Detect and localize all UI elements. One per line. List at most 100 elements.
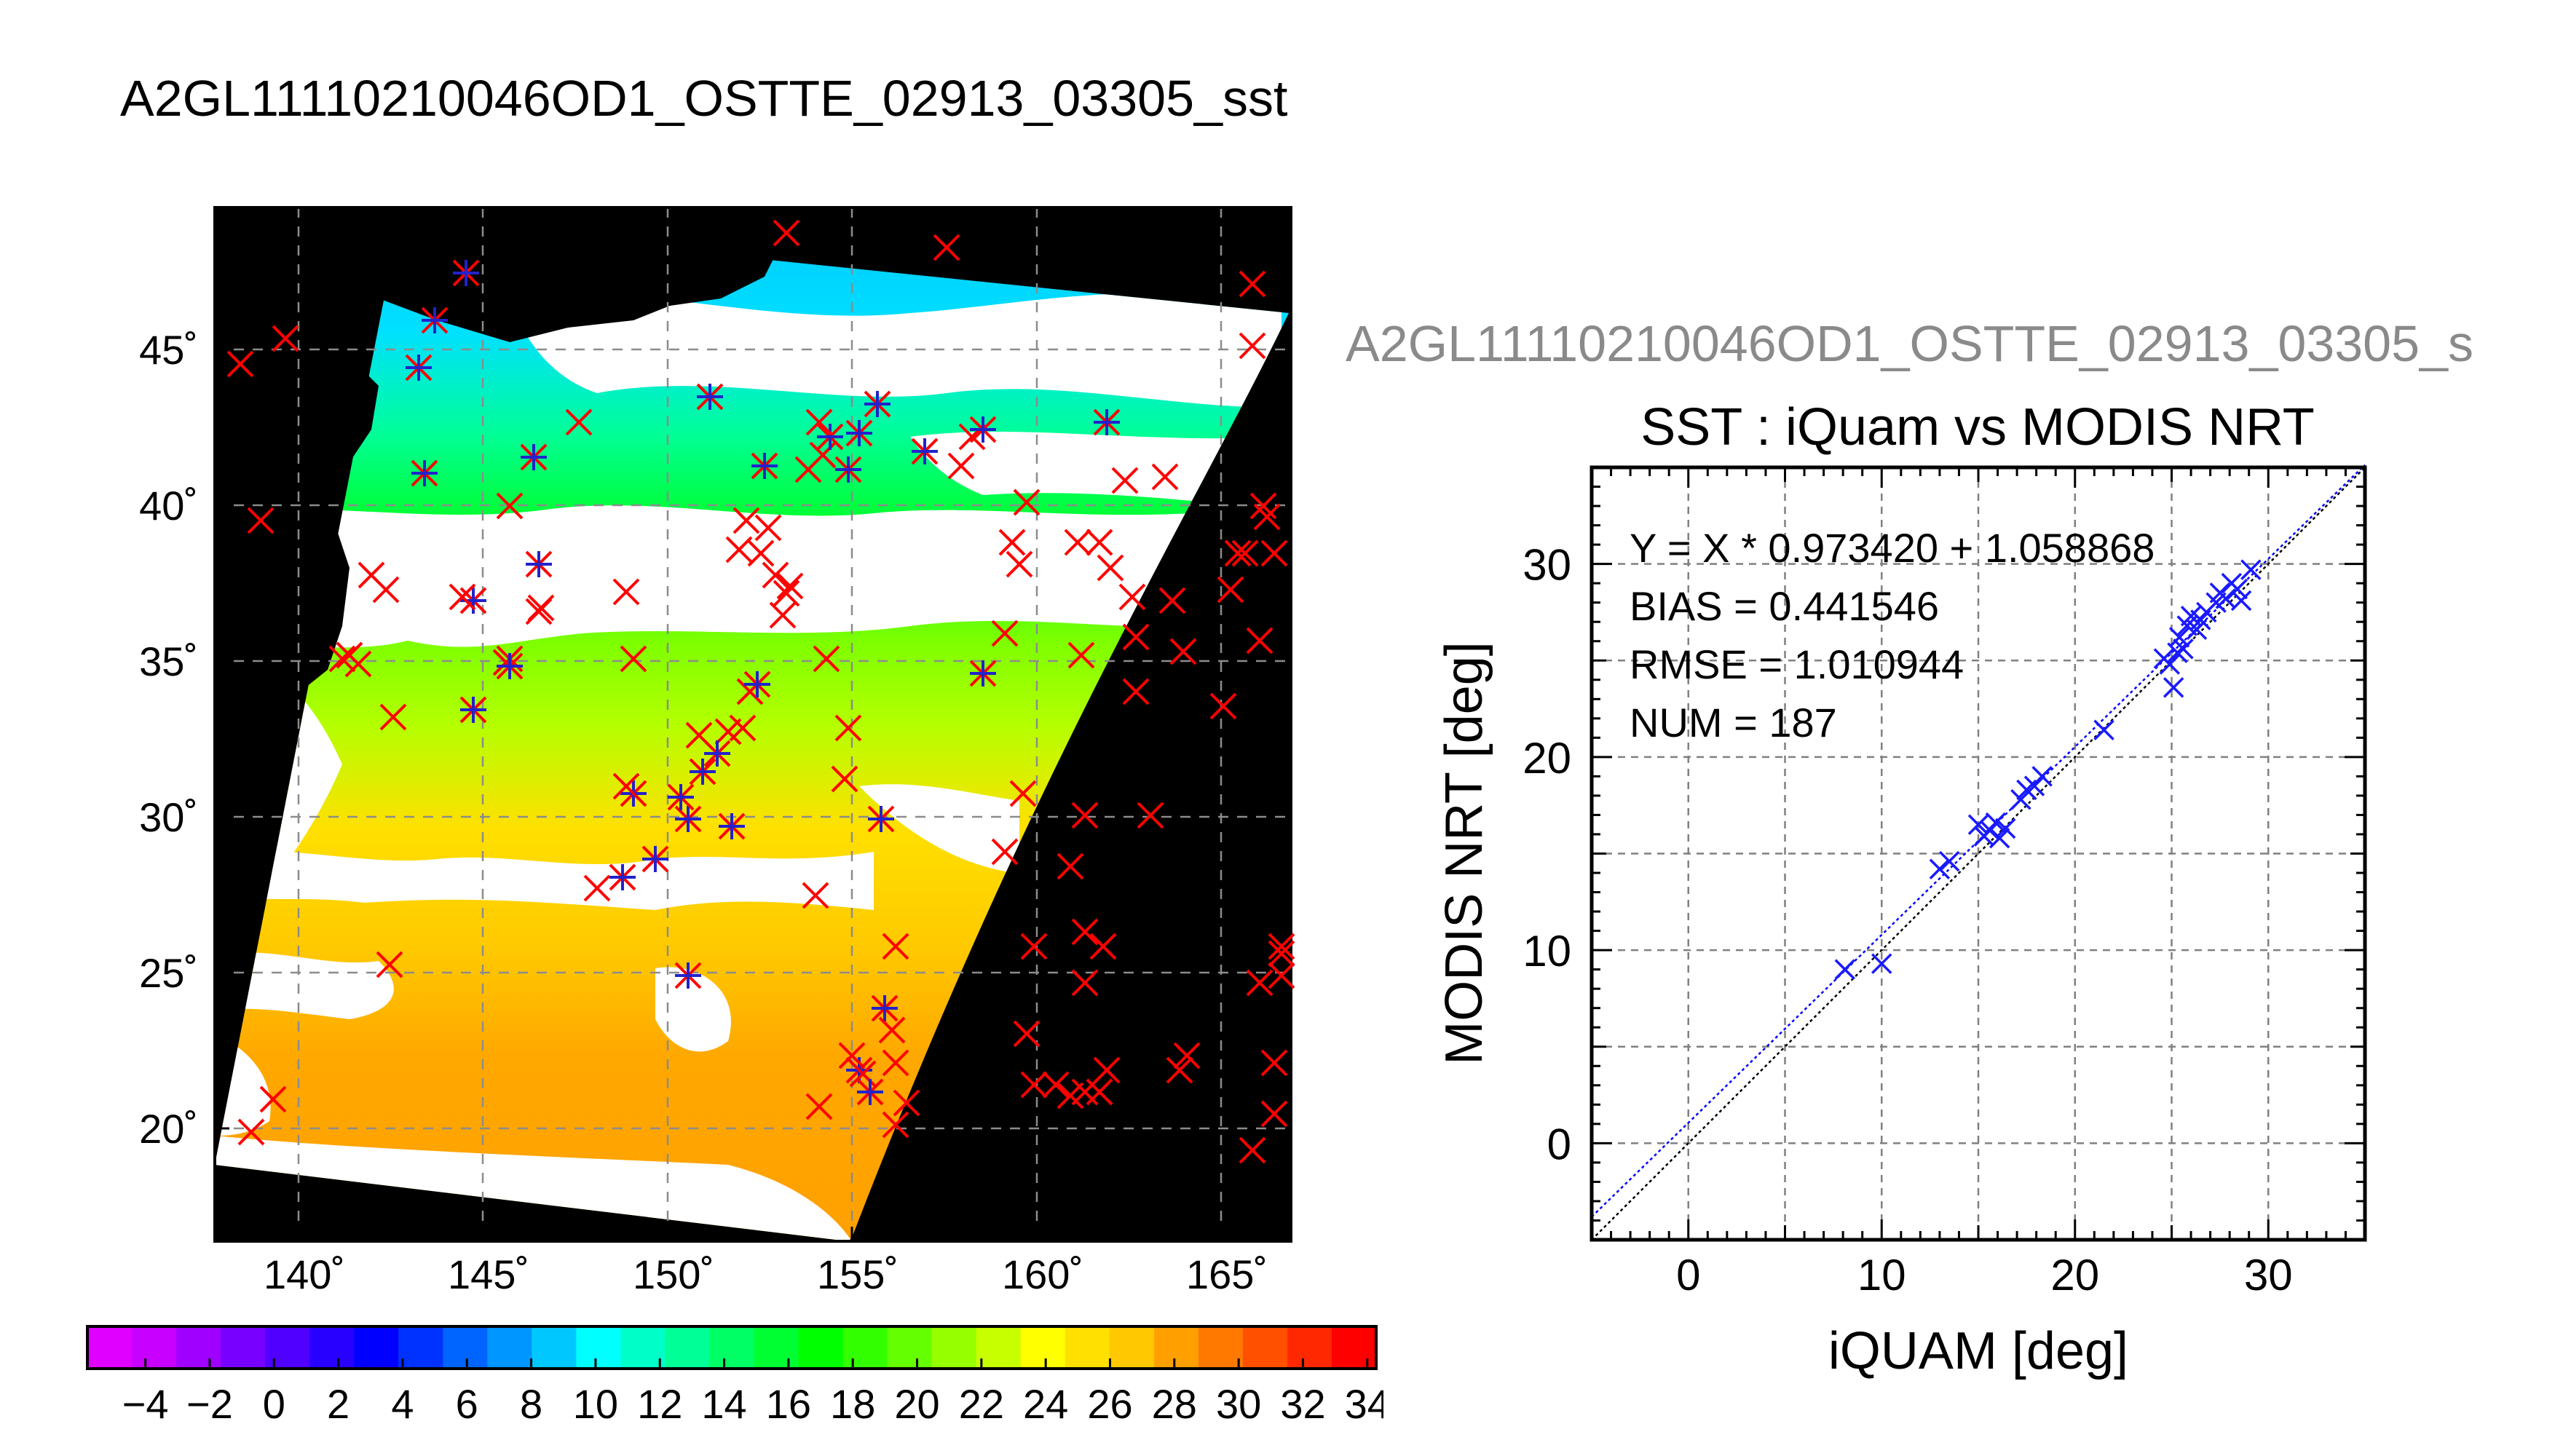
count-value: NUM = 187 bbox=[1630, 700, 1837, 745]
colorbar-swatch bbox=[132, 1326, 177, 1369]
fit-equation: Y = X * 0.973420 + 1.058868 bbox=[1630, 525, 2155, 571]
match-marker bbox=[1260, 539, 1288, 567]
match-marker bbox=[1086, 529, 1113, 556]
longitude-tick-label: 165˚ bbox=[1186, 1251, 1268, 1297]
match-marker bbox=[751, 452, 778, 480]
match-marker bbox=[856, 1078, 884, 1106]
latitude-tick-label: 40˚ bbox=[139, 483, 198, 529]
match-marker bbox=[729, 714, 757, 742]
colorbar-tick-label: 20 bbox=[894, 1381, 939, 1427]
match-marker bbox=[867, 805, 895, 833]
match-marker bbox=[1093, 408, 1121, 436]
colorbar-tick-label: −2 bbox=[186, 1381, 233, 1427]
y-tick-label: 30 bbox=[1523, 541, 1571, 590]
match-marker bbox=[689, 758, 716, 786]
match-marker bbox=[1006, 550, 1033, 578]
match-marker bbox=[776, 572, 804, 600]
match-marker bbox=[718, 812, 746, 840]
match-marker bbox=[620, 645, 647, 673]
colorbar-swatch bbox=[398, 1326, 443, 1369]
colorbar-swatch bbox=[1109, 1326, 1155, 1369]
match-marker bbox=[583, 874, 611, 902]
match-marker bbox=[845, 419, 873, 447]
longitude-tick-label: 140˚ bbox=[264, 1251, 345, 1297]
colorbar-swatch bbox=[709, 1326, 755, 1369]
match-marker bbox=[1064, 529, 1091, 556]
x-tick-label: 20 bbox=[2050, 1251, 2099, 1299]
match-marker bbox=[882, 933, 909, 960]
match-marker bbox=[834, 456, 862, 483]
longitude-tick-label: 145˚ bbox=[448, 1251, 529, 1297]
x-tick-label: 10 bbox=[1857, 1251, 1906, 1299]
colorbar-tick-label: 12 bbox=[637, 1381, 682, 1427]
colorbar-swatch bbox=[443, 1326, 488, 1369]
match-marker bbox=[1239, 332, 1266, 360]
colorbar-swatch bbox=[1065, 1326, 1110, 1369]
match-marker bbox=[933, 234, 960, 261]
scatter-panel-header: A2GL11110210046OD1_OSTTE_02913_03305_s bbox=[1346, 315, 2473, 372]
match-marker bbox=[838, 1042, 866, 1069]
match-marker bbox=[525, 550, 553, 578]
match-marker bbox=[237, 1118, 265, 1146]
colorbar-swatch bbox=[532, 1326, 577, 1369]
cloud-mask bbox=[859, 784, 1019, 874]
data-point bbox=[2240, 559, 2262, 580]
colorbar-swatch bbox=[176, 1326, 221, 1369]
match-marker bbox=[1268, 940, 1295, 968]
chart-gridlines bbox=[1592, 467, 2365, 1240]
x-tick-label: 0 bbox=[1676, 1251, 1700, 1299]
match-marker bbox=[813, 645, 840, 673]
colorbar-swatch bbox=[265, 1326, 310, 1369]
match-marker bbox=[565, 408, 593, 436]
data-point bbox=[2227, 578, 2248, 600]
colorbar-swatch bbox=[354, 1326, 399, 1369]
match-marker bbox=[805, 1093, 833, 1120]
match-marker bbox=[1071, 918, 1099, 946]
match-marker bbox=[674, 805, 702, 833]
colorbar-swatch bbox=[665, 1326, 710, 1369]
match-marker bbox=[1020, 933, 1048, 960]
match-marker bbox=[379, 703, 407, 731]
match-marker bbox=[226, 350, 254, 378]
latitude-tick-label: 35˚ bbox=[139, 638, 198, 684]
colorbar-swatch bbox=[976, 1326, 1022, 1369]
match-marker bbox=[1260, 1049, 1288, 1077]
match-marker bbox=[805, 408, 833, 436]
match-markers bbox=[226, 219, 1295, 1164]
colorbar-swatch bbox=[1020, 1326, 1066, 1369]
latitude-tick-label: 30˚ bbox=[139, 794, 198, 840]
match-marker bbox=[609, 863, 636, 891]
colorbar-swatch bbox=[1198, 1326, 1244, 1369]
match-marker bbox=[1158, 587, 1186, 614]
colorbar-swatch bbox=[754, 1326, 799, 1369]
cloud-mask bbox=[215, 505, 1238, 648]
match-marker bbox=[1231, 539, 1259, 567]
scatter-chart: SST : iQuam vs MODIS NRT 0 10 20 30 0 10 20 30… bbox=[1435, 398, 2367, 1380]
match-marker bbox=[344, 650, 372, 678]
data-points bbox=[1834, 559, 2262, 980]
colorbar-swatch bbox=[798, 1326, 844, 1369]
colorbar-swatch bbox=[309, 1326, 355, 1369]
match-marker bbox=[1122, 678, 1150, 705]
match-marker bbox=[376, 951, 403, 978]
colorbar-labels: −4 −2 0 2 4 6 8 10 12 14 16 18 20 22 24 26 28 30 32 34 bbox=[122, 1381, 1383, 1427]
match-marker bbox=[1217, 576, 1244, 604]
match-marker bbox=[1239, 270, 1266, 298]
match-marker bbox=[893, 1089, 920, 1117]
data-point bbox=[2159, 654, 2181, 675]
colorbar-tick-label: 34 bbox=[1345, 1381, 1383, 1427]
match-marker bbox=[1239, 1136, 1266, 1164]
match-marker bbox=[816, 423, 844, 451]
match-marker bbox=[496, 652, 524, 680]
match-marker bbox=[449, 583, 476, 611]
stats-box: Y = X * 0.973420 + 1.058868 BIAS = 0.441… bbox=[1630, 525, 2155, 745]
match-marker bbox=[1042, 1071, 1070, 1099]
data-point bbox=[1929, 858, 1951, 879]
colorbar-tick-label: 26 bbox=[1087, 1381, 1132, 1427]
match-marker bbox=[1057, 852, 1084, 880]
match-marker bbox=[1209, 692, 1237, 720]
match-marker bbox=[1071, 969, 1099, 997]
match-marker bbox=[1067, 641, 1095, 669]
match-marker bbox=[1249, 492, 1277, 520]
match-marker bbox=[1246, 969, 1273, 997]
